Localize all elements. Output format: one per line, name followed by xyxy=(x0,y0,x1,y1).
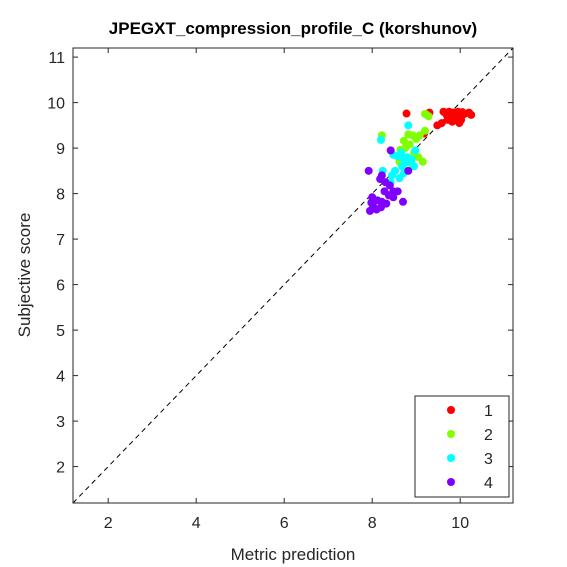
data-point xyxy=(405,140,414,149)
legend-box xyxy=(414,395,510,498)
x-tick-label: 2 xyxy=(104,515,113,532)
legend-marker-1 xyxy=(447,406,455,414)
data-point xyxy=(385,181,394,190)
data-point xyxy=(377,135,385,144)
y-tick-label: 5 xyxy=(56,323,65,340)
legend-marker-4 xyxy=(447,478,455,486)
y-axis-label: Subjective score xyxy=(15,213,34,338)
data-point xyxy=(364,166,373,175)
legend-label-4: 4 xyxy=(484,475,493,492)
y-tick-label: 7 xyxy=(56,232,65,249)
x-axis-label: Metric prediction xyxy=(231,545,356,564)
x-tick-label: 6 xyxy=(280,515,289,532)
legend: 1 2 3 4 xyxy=(414,395,510,498)
data-point xyxy=(389,193,398,202)
series-4-points xyxy=(364,146,413,215)
x-tick-label: 8 xyxy=(368,515,377,532)
data-point xyxy=(386,146,395,155)
data-point xyxy=(467,110,476,119)
x-tick-label: 10 xyxy=(451,515,469,532)
data-point xyxy=(439,107,448,116)
data-point xyxy=(411,146,420,155)
data-points xyxy=(364,107,476,215)
legend-label-3: 3 xyxy=(484,451,493,468)
data-point xyxy=(388,171,396,180)
y-tick-label: 2 xyxy=(56,460,65,477)
data-point xyxy=(455,119,464,128)
legend-marker-2 xyxy=(447,430,455,438)
data-point xyxy=(395,174,404,183)
series-3-points xyxy=(377,121,420,187)
data-point xyxy=(404,166,413,175)
diagonal-reference-line xyxy=(73,48,513,503)
data-point xyxy=(369,202,378,211)
chart-title: JPEGXT_compression_profile_C (korshunov) xyxy=(109,19,477,38)
y-tick-label: 9 xyxy=(56,141,65,158)
data-point xyxy=(404,121,413,130)
data-point xyxy=(421,109,429,118)
legend-marker-3 xyxy=(447,454,455,462)
y-tick-label: 3 xyxy=(56,414,65,431)
data-point xyxy=(412,135,421,143)
data-point xyxy=(399,136,408,145)
legend-label-2: 2 xyxy=(484,427,493,444)
data-point xyxy=(402,109,411,118)
data-point xyxy=(418,157,427,166)
y-tick-label: 10 xyxy=(47,96,65,113)
data-point xyxy=(393,187,402,196)
data-point xyxy=(410,162,418,171)
y-tick-label: 4 xyxy=(56,369,65,386)
data-point xyxy=(421,126,429,135)
y-tick-label: 6 xyxy=(56,278,65,295)
plot-frame xyxy=(72,47,514,504)
data-point xyxy=(397,148,406,157)
y-tick-label: 8 xyxy=(56,187,65,204)
axis-ticks: 2 4 6 8 10 2 3 4 5 6 7 8 9 10 11 xyxy=(47,48,513,532)
y-tick-label: 11 xyxy=(48,50,65,67)
data-point xyxy=(402,158,411,167)
data-point xyxy=(433,121,442,130)
x-tick-label: 4 xyxy=(192,515,201,532)
legend-label-1: 1 xyxy=(484,403,493,420)
data-point xyxy=(399,197,407,206)
